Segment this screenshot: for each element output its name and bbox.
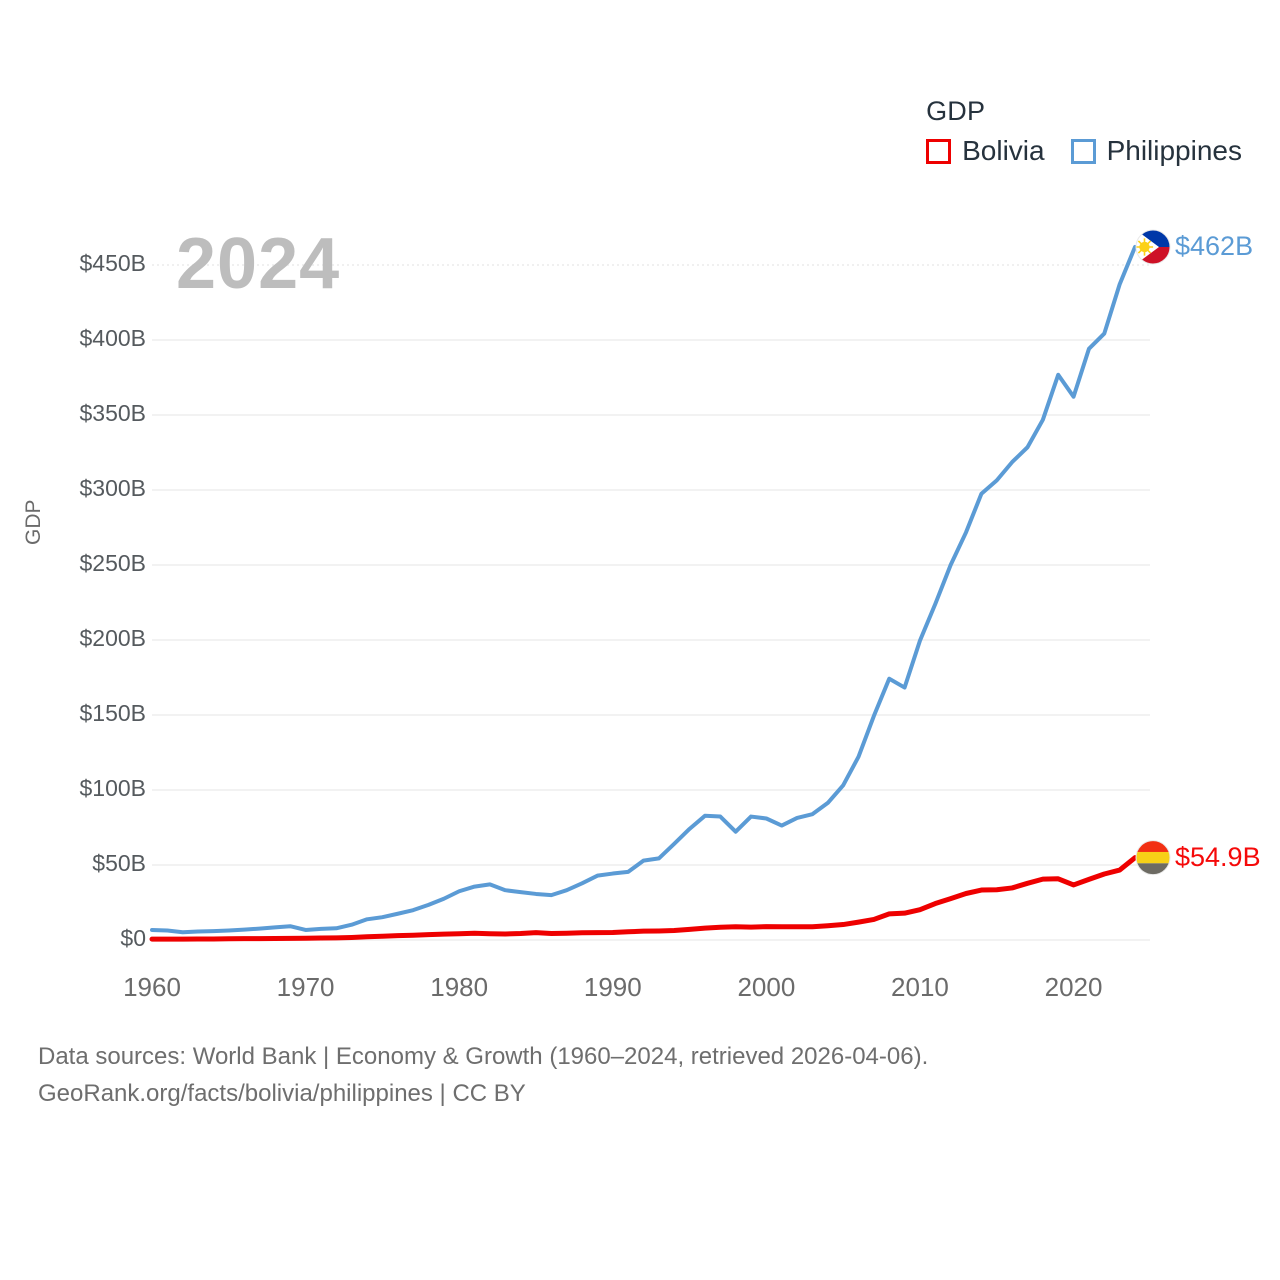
- y-axis-ticks: $0 $50B $100B $150B $200B $250B $300B $350B $400…: [0, 0, 146, 1280]
- legend-label-bolivia: Bolivia: [962, 135, 1045, 166]
- legend: GDP Bolivia Philippines: [926, 96, 1242, 165]
- footer-attribution: Data sources: World Bank | Economy & Gro…: [38, 1038, 928, 1112]
- y-tick-0: $0: [120, 925, 146, 951]
- x-tick-1960: 1960: [123, 972, 181, 1002]
- y-tick-150B: $150B: [79, 700, 146, 726]
- legend-item-bolivia[interactable]: Bolivia: [926, 135, 1045, 166]
- bolivia-end-value-label: $54.9B: [1175, 841, 1261, 872]
- footer-line-2: GeoRank.org/facts/bolivia/philippines | …: [38, 1080, 526, 1108]
- y-tick-300B: $300B: [79, 475, 146, 501]
- end-markers: [1135, 229, 1171, 876]
- gridlines: [152, 264, 1150, 941]
- legend-label-philippines: Philippines: [1106, 135, 1242, 166]
- x-tick-2010: 2010: [891, 972, 949, 1002]
- series-line-bolivia: [149, 855, 1138, 942]
- y-tick-350B: $350B: [79, 400, 146, 426]
- x-tick-1970: 1970: [276, 972, 335, 1002]
- bolivia-flag-marker: [1135, 840, 1171, 876]
- philippines-end-value-label: $462B: [1175, 231, 1254, 261]
- x-tick-1990: 1990: [583, 972, 642, 1002]
- x-tick-2000: 2000: [737, 972, 796, 1002]
- series-line-philippines: [150, 245, 1137, 935]
- x-tick-1980: 1980: [430, 972, 489, 1002]
- y-tick-450B: $450B: [79, 250, 146, 276]
- x-tick-2020: 2020: [1044, 972, 1103, 1002]
- legend-title: GDP: [926, 96, 986, 126]
- series-lines: [149, 245, 1138, 942]
- legend-swatch-bolivia-icon: [926, 138, 952, 164]
- footer-line-1: Data sources: World Bank | Economy & Gro…: [38, 1043, 929, 1070]
- philippines-flag-marker: [1135, 229, 1171, 265]
- y-tick-50B: $50B: [92, 850, 146, 876]
- year-watermark: 2024: [176, 224, 341, 304]
- y-tick-100B: $100B: [79, 775, 146, 801]
- legend-swatch-philippines-icon: [1070, 138, 1096, 164]
- y-tick-200B: $200B: [79, 625, 146, 651]
- legend-item-philippines[interactable]: Philippines: [1070, 135, 1242, 166]
- y-tick-400B: $400B: [79, 325, 146, 351]
- y-tick-250B: $250B: [79, 550, 146, 576]
